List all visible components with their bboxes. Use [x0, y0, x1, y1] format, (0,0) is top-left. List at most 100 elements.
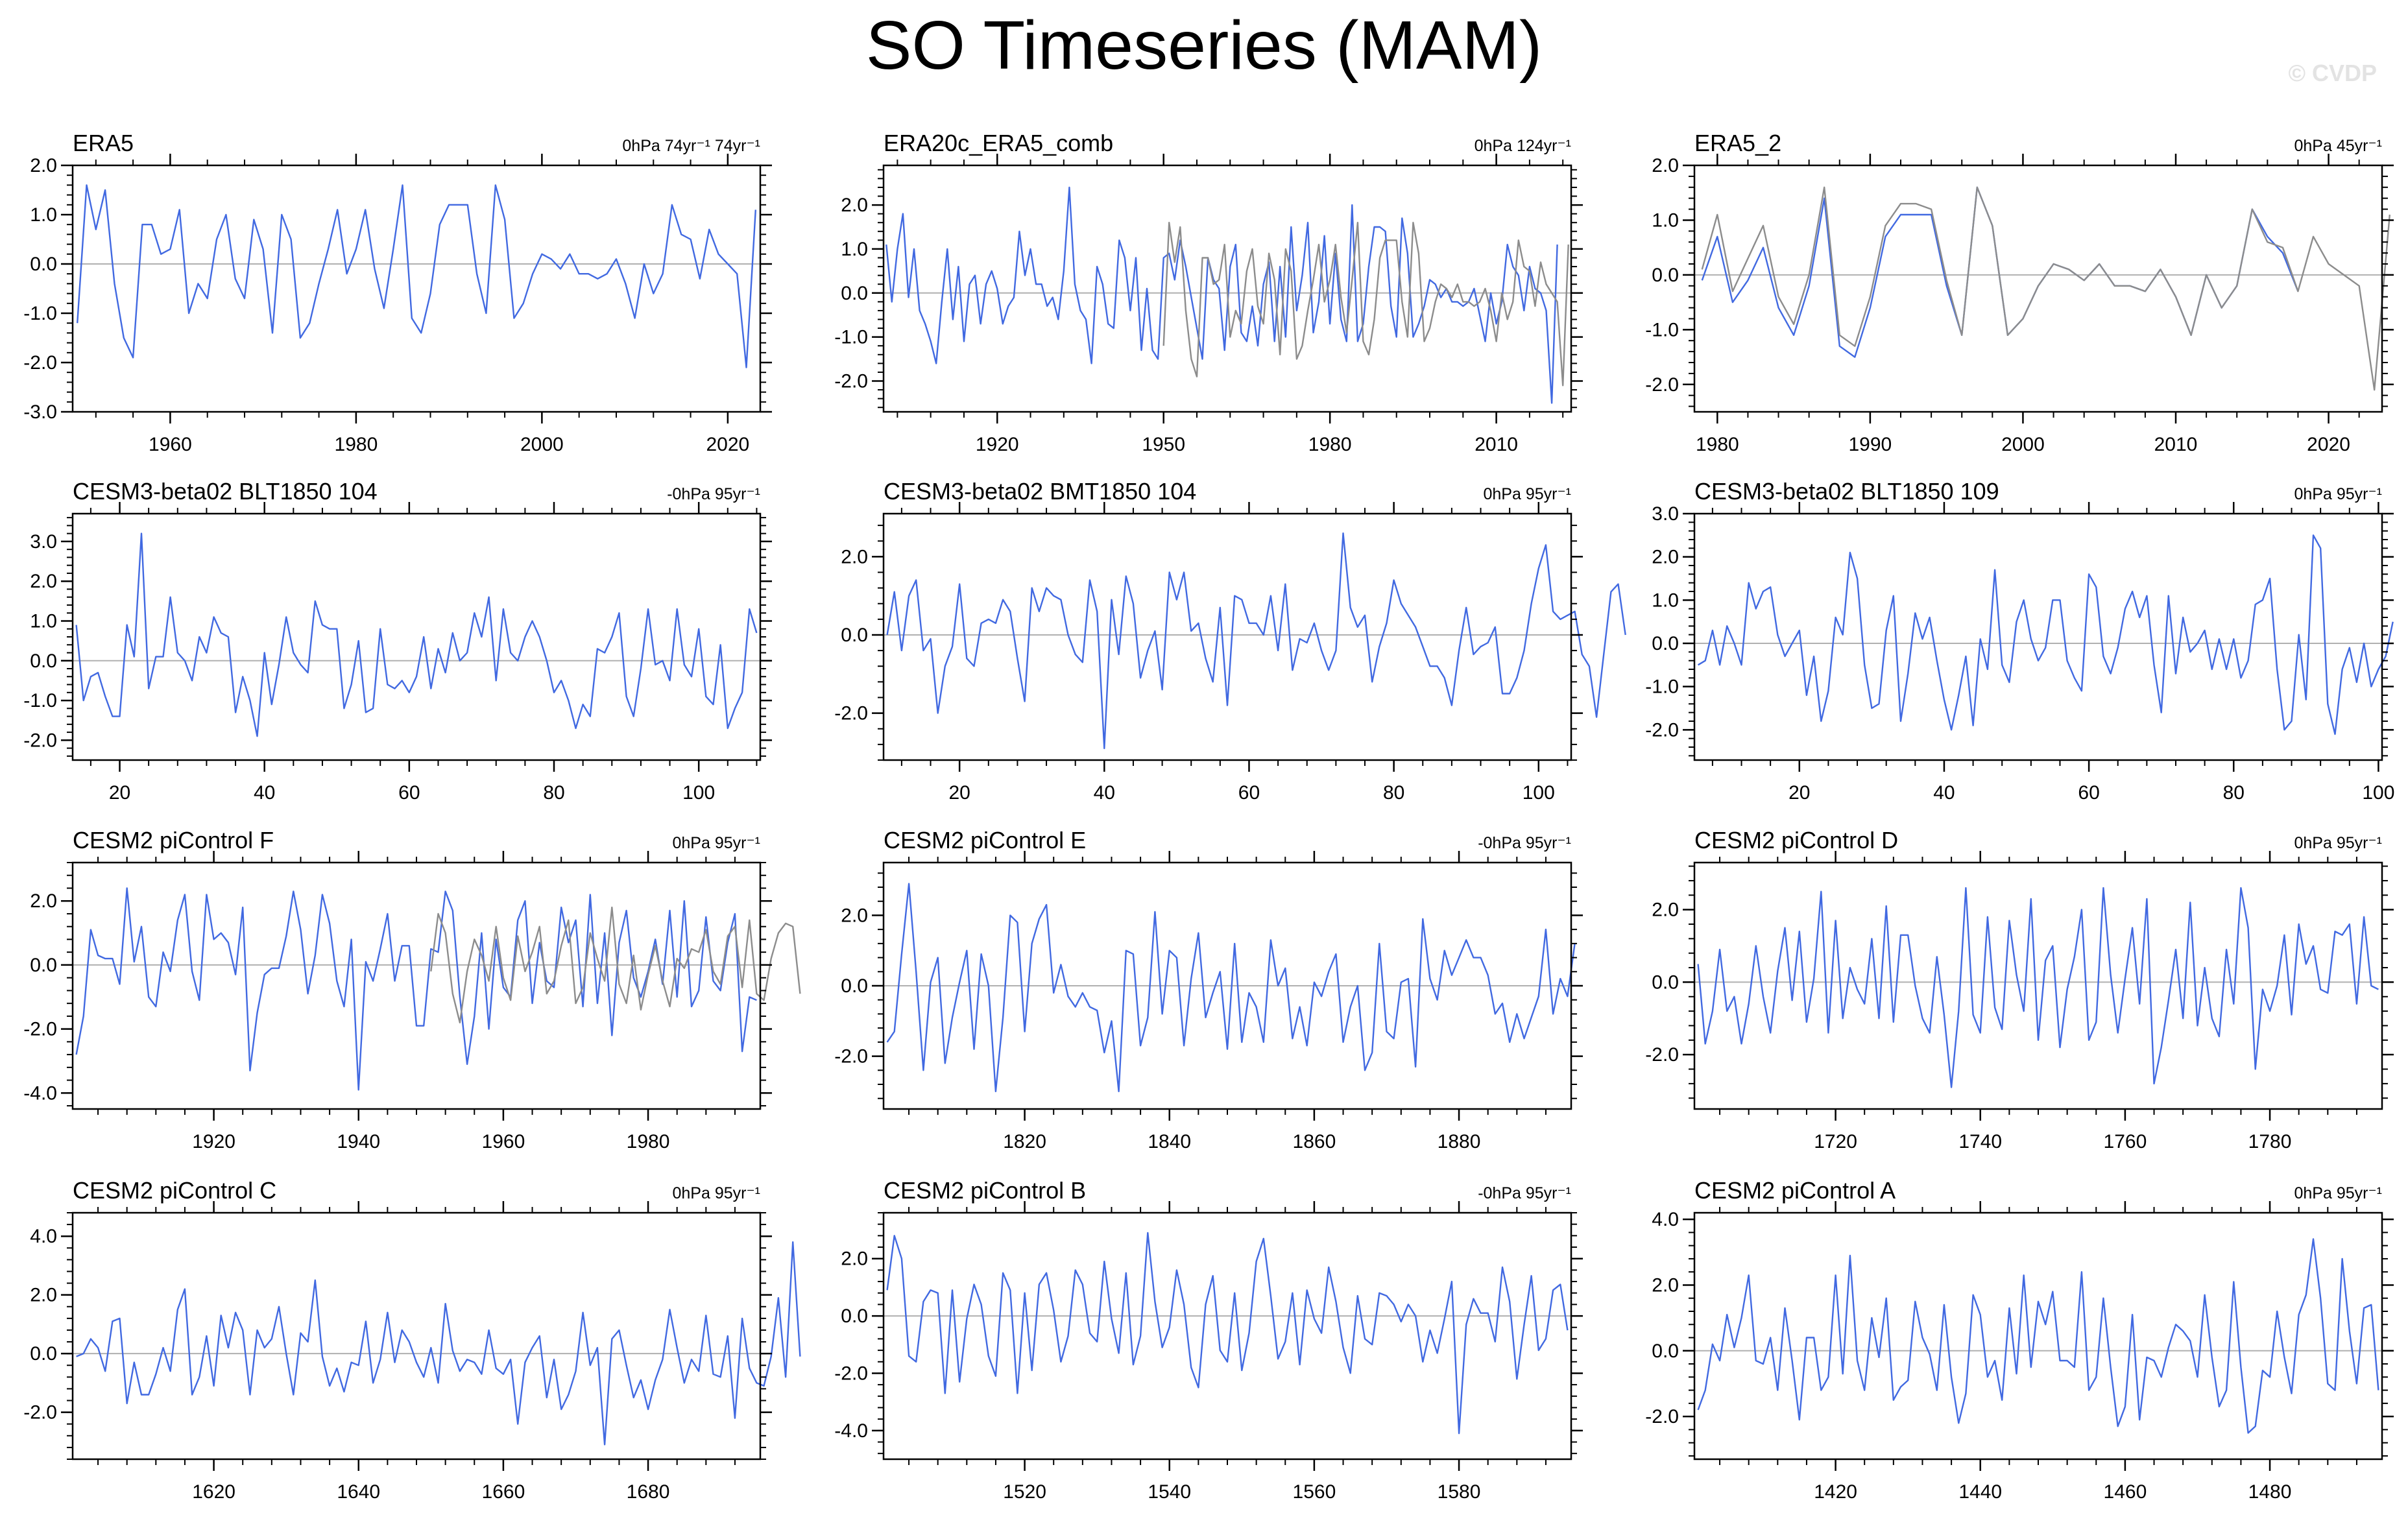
- x-tick-label: 1480: [2248, 1481, 2292, 1503]
- panel-info: 0hPa 74yr⁻¹ 74yr⁻¹: [622, 137, 760, 155]
- y-tick-label: 1.0: [30, 610, 57, 632]
- chart-panel: CESM2 piControl B -0hPa 95yr⁻¹ -4.0 -2.0 0.0…: [834, 1177, 1583, 1503]
- series-line-primary: [76, 1241, 801, 1446]
- x-tick-label: 60: [398, 782, 420, 804]
- plot-frame: [71, 164, 762, 413]
- y-tick-label: 2.0: [30, 571, 57, 592]
- series-line-primary: [1701, 186, 2299, 358]
- y-tick-label: -2.0: [834, 371, 868, 392]
- panel-title: ERA5: [73, 130, 134, 156]
- x-tick-label: 1840: [1148, 1131, 1191, 1152]
- series-line-primary: [75, 887, 757, 1091]
- x-tick-label: 80: [543, 782, 564, 804]
- y-tick-label: -1.0: [23, 303, 57, 324]
- figure-title: SO Timeseries (MAM): [865, 7, 1543, 84]
- y-tick-label: 1.0: [1652, 590, 1679, 611]
- x-tick-label: 1520: [1003, 1481, 1046, 1503]
- y-tick-label: 0.0: [30, 1343, 57, 1365]
- chart-panel: CESM2 piControl F 0hPa 95yr⁻¹ -4.0 -2.0 0.0 2…: [23, 827, 801, 1152]
- series-line-primary: [77, 184, 756, 368]
- x-tick-label: 2000: [2001, 434, 2045, 455]
- panel-info: -0hPa 95yr⁻¹: [1478, 1184, 1571, 1202]
- panel-title: CESM2 piControl E: [884, 827, 1086, 853]
- x-tick-label: 1780: [2248, 1131, 2292, 1152]
- series-line-primary: [1697, 1238, 2379, 1434]
- x-tick-label: 1620: [192, 1481, 235, 1503]
- y-tick-label: -2.0: [23, 730, 57, 751]
- y-tick-label: 0.0: [841, 283, 868, 304]
- panel-title: CESM2 piControl A: [1694, 1177, 1896, 1204]
- y-tick-label: 1.0: [841, 239, 868, 260]
- x-tick-label: 60: [2078, 782, 2099, 804]
- chart-panel: ERA20c_ERA5_comb 0hPa 124yr⁻¹ -2.0 -1.0 0.0 1…: [834, 130, 1583, 455]
- series-line-primary: [886, 532, 1626, 750]
- y-tick-label: 2.0: [30, 1285, 57, 1306]
- chart-panel: CESM2 piControl A 0hPa 95yr⁻¹ -2.0 0.0 2.0 4.…: [1645, 1177, 2394, 1503]
- series-line-primary: [885, 186, 1558, 404]
- x-tick-label: 100: [1523, 782, 1555, 804]
- y-tick-label: -2.0: [834, 703, 868, 724]
- y-tick-label: 0.0: [841, 1305, 868, 1327]
- y-tick-label: -2.0: [834, 1046, 868, 1067]
- y-tick-label: 4.0: [30, 1226, 57, 1247]
- series-line-primary: [886, 883, 1576, 1093]
- y-tick-label: -2.0: [23, 1019, 57, 1040]
- x-tick-label: 1980: [1308, 434, 1352, 455]
- series-line-primary: [886, 1232, 1569, 1435]
- x-tick-label: 100: [682, 782, 715, 804]
- y-tick-label: 2.0: [1652, 155, 1679, 176]
- x-tick-label: 1420: [1814, 1481, 1857, 1503]
- y-tick-label: -1.0: [834, 327, 868, 348]
- panel-info: -0hPa 95yr⁻¹: [1478, 834, 1571, 852]
- chart-panel: CESM2 piControl D 0hPa 95yr⁻¹ -2.0 0.0 2.0 17…: [1645, 827, 2394, 1152]
- y-tick-label: 2.0: [30, 890, 57, 912]
- y-tick-label: -1.0: [1645, 676, 1679, 698]
- y-tick-label: -2.0: [1645, 719, 1679, 741]
- y-tick-label: 1.0: [30, 204, 57, 226]
- y-tick-label: 4.0: [1652, 1209, 1679, 1230]
- panel-info: 0hPa 95yr⁻¹: [673, 834, 761, 852]
- y-tick-label: -2.0: [23, 352, 57, 374]
- chart-panel: ERA5_2 0hPa 45yr⁻¹ -2.0 -1.0 0.0 1.0 2.0 1980 19…: [1645, 130, 2394, 455]
- panel-info: 0hPa 95yr⁻¹: [1484, 485, 1572, 503]
- x-tick-label: 1990: [1849, 434, 1892, 455]
- y-tick-label: 2.0: [30, 155, 57, 176]
- x-tick-label: 1860: [1293, 1131, 1336, 1152]
- chart-panel: CESM3-beta02 BLT1850 109 0hPa 95yr⁻¹ -2.0 -…: [1645, 478, 2394, 804]
- series-line-overlay: [1162, 222, 1569, 387]
- y-tick-label: 2.0: [841, 1248, 868, 1270]
- chart-panel: CESM2 piControl C 0hPa 95yr⁻¹ -2.0 0.0 2.0 4.…: [23, 1177, 801, 1503]
- panel-info: 0hPa 95yr⁻¹: [2294, 1184, 2383, 1202]
- panel-title: CESM3-beta02 BLT1850 104: [73, 478, 378, 505]
- y-tick-label: -2.0: [1645, 374, 1679, 396]
- y-tick-label: -1.0: [23, 690, 57, 711]
- x-tick-label: 1960: [482, 1131, 525, 1152]
- y-tick-label: 0.0: [30, 955, 57, 976]
- plot-frame: [1693, 861, 2383, 1110]
- y-tick-label: 2.0: [841, 195, 868, 216]
- x-tick-label: 1760: [2104, 1131, 2147, 1152]
- x-tick-label: 1740: [1958, 1131, 2002, 1152]
- y-tick-label: 0.0: [30, 650, 57, 672]
- x-tick-label: 1720: [1814, 1131, 1857, 1152]
- panel-title: CESM2 piControl D: [1694, 827, 1898, 853]
- x-tick-label: 2010: [1475, 434, 1518, 455]
- panel-info: 0hPa 95yr⁻¹: [2294, 485, 2383, 503]
- panel-info: -0hPa 95yr⁻¹: [667, 485, 760, 503]
- x-tick-label: 1960: [149, 434, 192, 455]
- y-tick-label: 0.0: [1652, 265, 1679, 286]
- x-tick-label: 60: [1238, 782, 1260, 804]
- x-tick-label: 1980: [627, 1131, 670, 1152]
- series-line-overlay: [1701, 186, 2390, 391]
- x-tick-label: 80: [1383, 782, 1404, 804]
- plot-frame: [1693, 164, 2383, 413]
- x-tick-label: 1920: [976, 434, 1019, 455]
- plot-frame: [1693, 1211, 2383, 1460]
- chart-panel: CESM3-beta02 BMT1850 104 0hPa 95yr⁻¹ -2.0 0…: [834, 478, 1626, 804]
- y-tick-label: 0.0: [1652, 633, 1679, 654]
- panel-title: CESM2 piControl F: [73, 827, 274, 853]
- y-tick-label: 0.0: [841, 975, 868, 997]
- panel-title: CESM2 piControl B: [884, 1177, 1086, 1204]
- y-tick-label: 1.0: [1652, 209, 1679, 231]
